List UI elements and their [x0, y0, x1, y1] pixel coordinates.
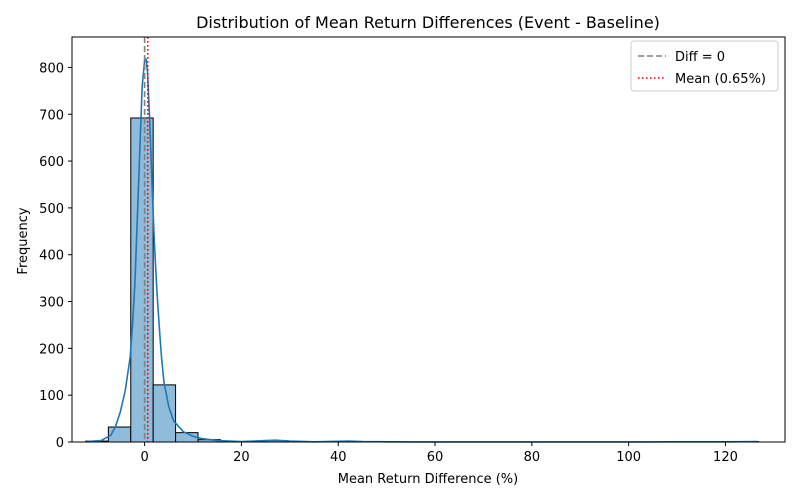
bars-layer [85, 117, 759, 443]
y-tick-label: 0 [56, 436, 64, 451]
y-tick-label: 100 [39, 389, 64, 404]
y-tick-label: 600 [39, 155, 64, 170]
kde-line [86, 58, 757, 443]
y-tick-label: 700 [39, 108, 64, 123]
y-tick-label: 400 [39, 249, 64, 264]
y-tick-label: 300 [39, 296, 64, 311]
chart-title: Distribution of Mean Return Differences … [196, 13, 660, 32]
y-axis-label: Frequency [16, 207, 31, 274]
axes-layer: 0 20 40 60 80 100 120 0 100 200 300 400 500 600 700 800 [39, 36, 786, 465]
x-tick-label: 40 [330, 450, 347, 465]
legend: Diff = 0 Mean (0.65%) [630, 40, 779, 92]
y-tick-label: 200 [39, 342, 64, 357]
histogram-bar [130, 117, 154, 443]
x-tick-label: 80 [524, 450, 541, 465]
x-tick-label: 120 [713, 450, 738, 465]
y-tick-label: 500 [39, 202, 64, 217]
legend-label-diff-zero: Diff = 0 [675, 50, 725, 65]
kde-layer [86, 58, 757, 443]
x-tick-label: 0 [140, 450, 148, 465]
histogram-bar [152, 384, 177, 443]
x-axis-label: Mean Return Difference (%) [338, 472, 518, 487]
plot-frame [71, 36, 786, 443]
x-tick-label: 100 [616, 450, 641, 465]
x-tick-label: 60 [427, 450, 444, 465]
y-tick-label: 800 [39, 61, 64, 76]
legend-box [630, 40, 779, 92]
reference-lines-layer [143, 37, 149, 442]
x-tick-label: 20 [233, 450, 250, 465]
legend-label-mean: Mean (0.65%) [675, 72, 766, 87]
